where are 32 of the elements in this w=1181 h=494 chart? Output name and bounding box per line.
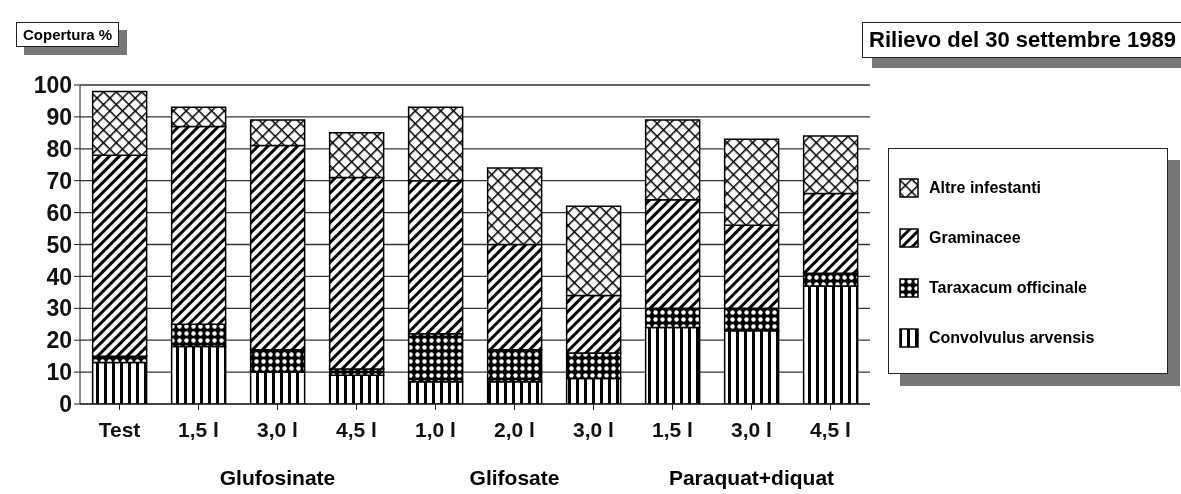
x-tick-label: 2,0 l	[494, 417, 535, 441]
text: Rilievo del 30 settembre 1989	[862, 22, 1181, 58]
legend-label: Altre infestanti	[929, 179, 1042, 197]
y-tick-label: 0	[59, 391, 72, 418]
y-tick-label: 50	[46, 231, 72, 258]
bar	[328, 374, 385, 404]
bar	[91, 361, 148, 404]
text: Paraquat+diquat	[667, 466, 836, 490]
x-tick-label: 1,5 l	[652, 417, 693, 441]
x-tick-label: 3,0 l	[573, 417, 614, 441]
text: Glifosate	[468, 466, 561, 490]
y-tick-label: 30	[46, 295, 72, 322]
x-tick-label: 1,0 l	[415, 417, 456, 441]
legend-label: Convolvulus arvensis	[929, 329, 1095, 347]
y-tick-label: 20	[46, 327, 72, 354]
y-tick-label: 10	[46, 359, 72, 386]
legend-label: Taraxacum officinale	[929, 279, 1087, 297]
y-tick-label: 60	[46, 199, 72, 226]
x-tick-label: 1,5 l	[178, 417, 219, 441]
x-tick-label: 4,5 l	[810, 417, 851, 441]
y-tick-label: 80	[46, 135, 72, 162]
y-tick-label: 40	[46, 263, 72, 290]
x-tick-label: Test	[98, 417, 141, 441]
y-tick-label: 70	[46, 167, 72, 194]
legend-label: Graminacee	[929, 229, 1021, 247]
x-tick-label: 3,0 l	[257, 417, 298, 441]
x-tick-label: 4,5 l	[336, 417, 377, 441]
x-tick-label: 3,0 l	[731, 417, 772, 441]
y-tick-label: 90	[46, 104, 72, 131]
y-tick-label: 100	[33, 72, 72, 99]
text: Glufosinate	[218, 466, 337, 490]
y-axis-title: Copertura %	[16, 22, 120, 47]
